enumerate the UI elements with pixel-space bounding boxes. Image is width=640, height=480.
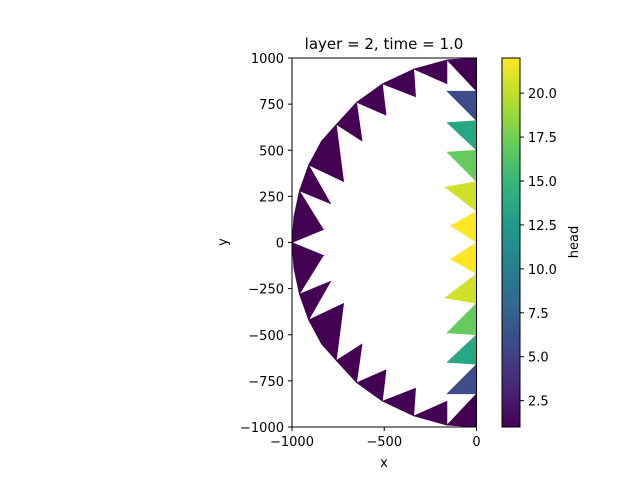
y-axis-label: y	[216, 238, 231, 246]
colorbar-tick-label: 20.0	[528, 87, 557, 102]
colorbar-gradient	[502, 58, 520, 427]
mesh-cell-21	[412, 400, 448, 426]
x-axis: −1000 −500 0	[270, 427, 481, 450]
y-tick-label: −750	[248, 375, 284, 390]
y-axis: 1000 750 500 250 0 −250 −500 −750 −1000	[240, 52, 292, 436]
mesh-cell-1	[293, 190, 325, 231]
mesh-cell-23	[355, 369, 387, 402]
mesh-cell-4	[321, 123, 344, 182]
y-tick-label: −250	[248, 283, 284, 298]
mesh-cell-27	[299, 280, 332, 321]
x-tick-label: 0	[472, 435, 480, 450]
colorbar-tick-label: 10.0	[528, 263, 557, 278]
mesh-cell-5	[335, 101, 363, 142]
colorbar-tick-label: 5.0	[528, 351, 549, 366]
colorbar-tick-label: 12.5	[528, 219, 557, 234]
mesh-cell-2	[299, 164, 332, 205]
mesh-cell-8	[412, 59, 448, 85]
colorbar-tick-label: 7.5	[528, 307, 549, 322]
colorbar-label: head	[567, 226, 582, 258]
y-tick-label: −1000	[240, 421, 284, 436]
mesh-cells	[291, 57, 477, 428]
y-tick-label: 250	[259, 190, 284, 205]
y-tick-label: 0	[276, 237, 284, 252]
mesh-cell-7	[381, 68, 416, 98]
plot-area	[291, 57, 477, 428]
mesh-cell-26	[308, 302, 345, 345]
chart-title: layer = 2, time = 1.0	[305, 35, 464, 53]
mesh-cell-6	[355, 83, 387, 116]
colorbar-tick-label: 17.5	[528, 131, 557, 146]
colorbar-tick-label: 2.5	[528, 395, 549, 410]
x-tick-label: −500	[366, 435, 402, 450]
mesh-cell-22	[381, 387, 416, 417]
y-tick-label: 1000	[251, 52, 284, 67]
y-tick-label: −500	[248, 329, 284, 344]
colorbar: 2.5 5.0 7.5 10.0 12.5 15.0 17.5 20.0 head	[501, 57, 582, 428]
y-tick-label: 500	[259, 144, 284, 159]
colorbar-frame	[501, 57, 521, 428]
mesh-cell-24	[335, 343, 363, 384]
colorbar-tick-label: 15.0	[528, 175, 557, 190]
x-tick-label: −1000	[270, 435, 314, 450]
x-axis-label: x	[380, 456, 388, 471]
y-tick-label: 750	[259, 98, 284, 113]
colorbar-ticks: 2.5 5.0 7.5 10.0 12.5 15.0 17.5 20.0	[520, 87, 557, 410]
mesh-cell-29	[291, 242, 325, 269]
